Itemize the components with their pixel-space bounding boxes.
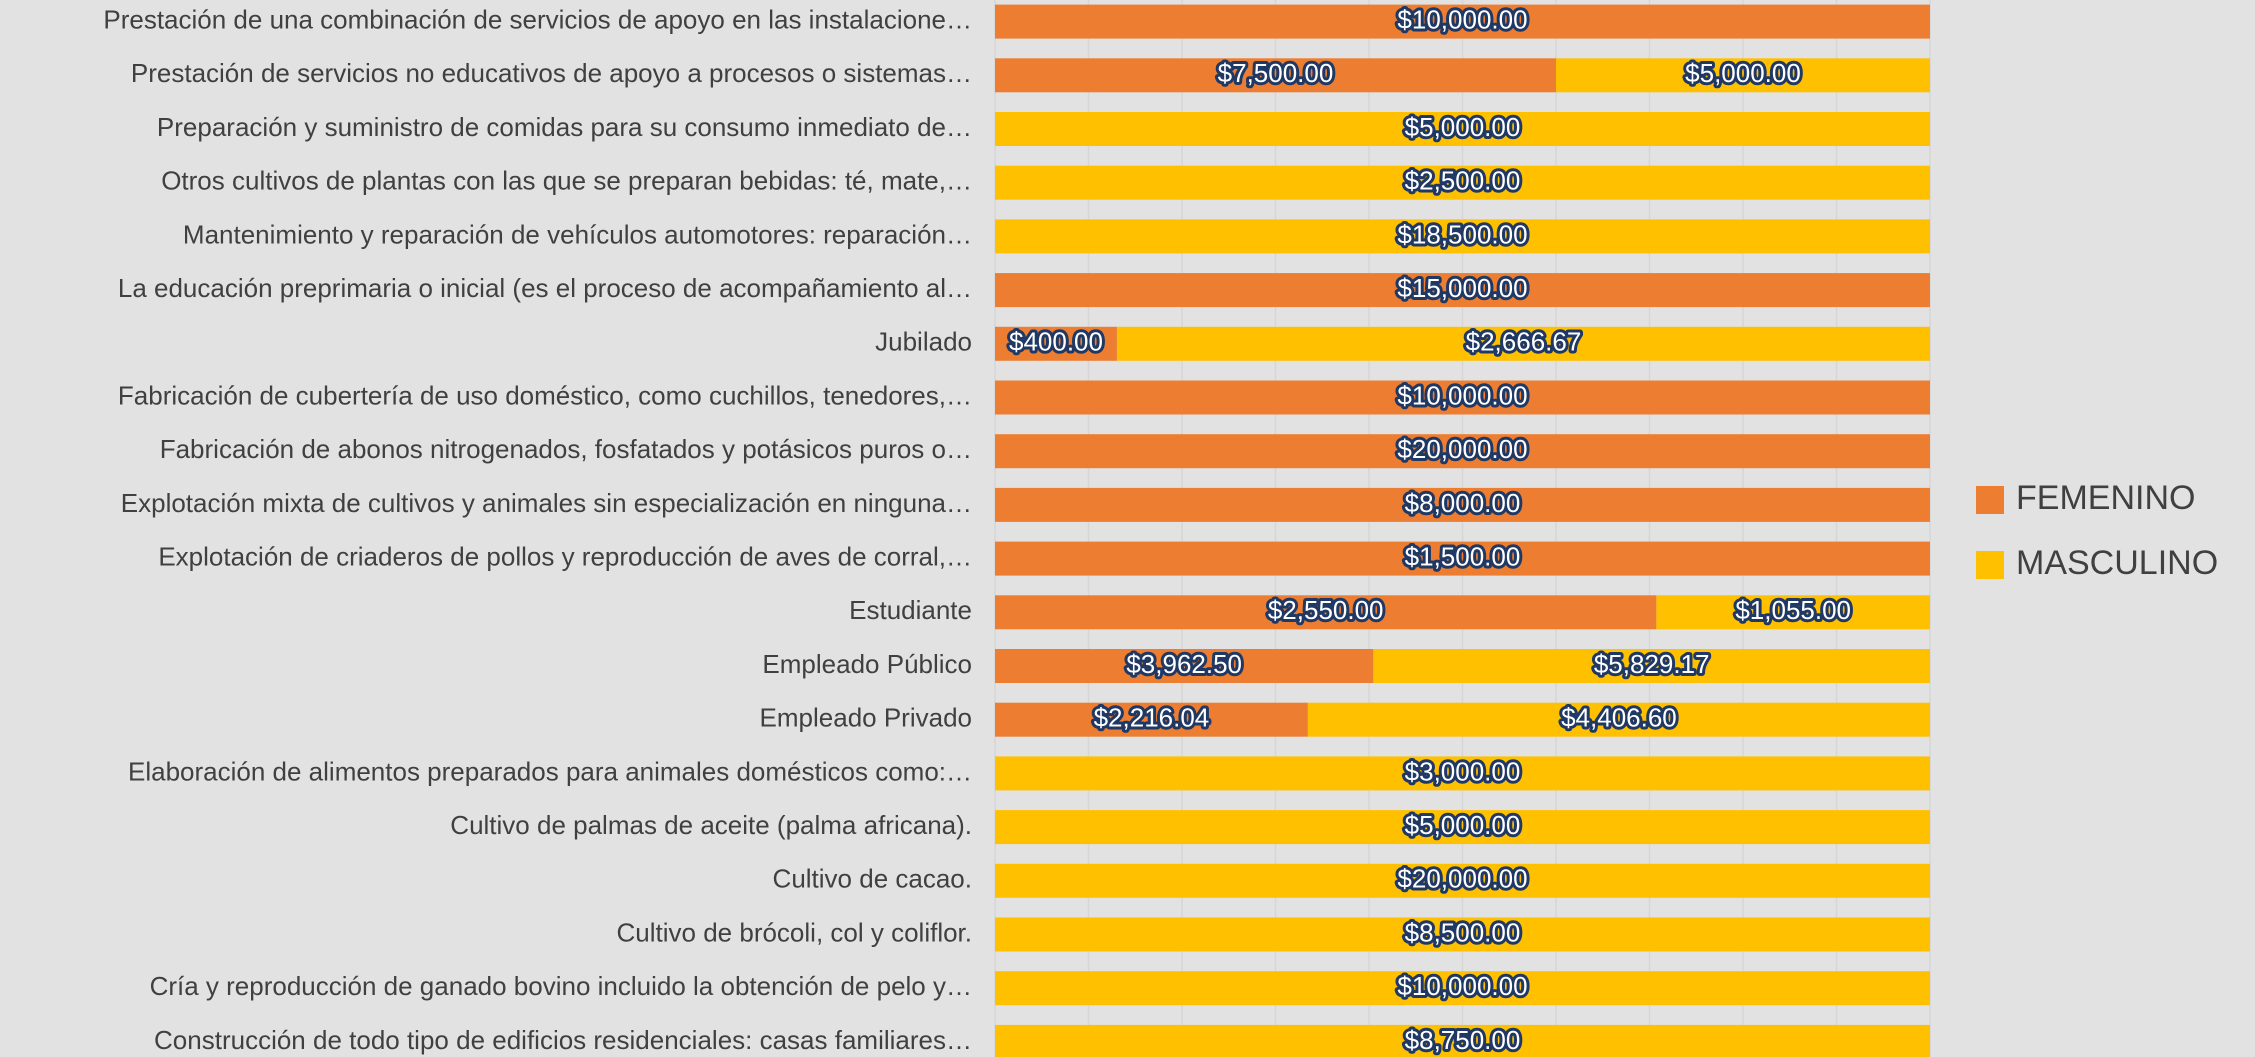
category-label: Cultivo de palmas de aceite (palma afric… (450, 810, 972, 840)
data-label: $10,000.00 (1397, 971, 1527, 1001)
data-label: $8,500.00 (1405, 917, 1521, 947)
data-label: $10,000.00 (1397, 380, 1527, 410)
bar-segment (995, 863, 1930, 898)
category-label: Prestación de servicios no educativos de… (131, 58, 972, 88)
data-label: $2,500.00 (1405, 166, 1521, 196)
bar-segment (1307, 702, 1930, 737)
category-label: Construcción de todo tipo de edificios r… (154, 1025, 972, 1055)
data-label: $1,055.00 (1735, 595, 1851, 625)
bar-segment (995, 1024, 1930, 1057)
category-label: Explotación mixta de cultivos y animales… (121, 488, 972, 518)
data-label: $20,000.00 (1397, 864, 1527, 894)
legend-swatch (1976, 551, 2004, 579)
bar-segment (1116, 326, 1930, 361)
bar-segment (995, 810, 1930, 845)
data-label: $7,500.00 (1218, 58, 1334, 88)
legend-label: MASCULINO (2016, 544, 2218, 582)
bar-segment (995, 434, 1930, 469)
bar-segment (995, 273, 1930, 308)
data-label: $5,000.00 (1685, 58, 1801, 88)
category-label: Cría y reproducción de ganado bovino inc… (150, 971, 972, 1001)
bar-segment (995, 756, 1930, 791)
bar-segment (1373, 649, 1930, 683)
data-label: $8,000.00 (1405, 488, 1521, 518)
data-label: $5,000.00 (1405, 112, 1521, 142)
category-label: Empleado Privado (760, 703, 972, 733)
category-label: Fabricación de abonos nitrogenados, fosf… (160, 434, 972, 464)
bar-segment (995, 165, 1930, 200)
category-label: La educación preprimaria o inicial (es e… (118, 273, 972, 303)
bar-segment (995, 595, 1657, 630)
category-label: Preparación y suministro de comidas para… (157, 112, 972, 142)
category-label: Cultivo de cacao. (773, 864, 972, 894)
bar-segment (995, 380, 1930, 415)
data-label: $5,000.00 (1405, 810, 1521, 840)
category-label: Empleado Público (762, 649, 972, 679)
category-label: Otros cultivos de plantas con las que se… (161, 166, 972, 196)
data-label: $2,666.67 (1466, 327, 1582, 357)
data-label: $2,550.00 (1268, 595, 1384, 625)
data-label: $3,962.50 (1126, 649, 1242, 679)
bar-segment (995, 971, 1930, 1006)
category-label: Estudiante (849, 595, 972, 625)
data-label: $4,406.60 (1561, 703, 1677, 733)
legend-swatch (1976, 486, 2004, 514)
bar-segment (995, 219, 1930, 254)
category-label: Prestación de una combinación de servici… (103, 4, 972, 34)
bar-segment (995, 649, 1374, 683)
data-label: $5,829.17 (1594, 649, 1710, 679)
category-label: Jubilado (875, 327, 972, 357)
category-label: Elaboración de alimentos preparados para… (128, 756, 972, 786)
data-label: $3,000.00 (1405, 756, 1521, 786)
data-label: $18,500.00 (1397, 219, 1527, 249)
category-label: Fabricación de cubertería de uso domésti… (118, 380, 972, 410)
bar-segment (995, 112, 1930, 146)
category-label: Explotación de criaderos de pollos y rep… (158, 541, 972, 571)
bar-segment (995, 326, 1117, 361)
category-label: Cultivo de brócoli, col y coliflor. (617, 917, 972, 947)
bar-segment (995, 541, 1930, 576)
bar-segment (1656, 595, 1930, 630)
data-label: $8,750.00 (1405, 1025, 1521, 1055)
data-label: $2,216.04 (1094, 703, 1210, 733)
bar-segment (995, 4, 1930, 39)
data-label: $10,000.00 (1397, 4, 1527, 34)
bar-segment (995, 487, 1930, 522)
legend-label: FEMENINO (2016, 479, 2195, 517)
bar-segment (995, 702, 1308, 737)
data-label: $20,000.00 (1397, 434, 1527, 464)
bar-segment (995, 917, 1930, 952)
data-label: $15,000.00 (1397, 273, 1527, 303)
data-label: $400.00 (1009, 327, 1103, 357)
bar-segment (1556, 58, 1930, 93)
bar-segment (995, 58, 1556, 93)
category-label: Mantenimiento y reparación de vehículos … (183, 219, 972, 249)
data-label: $1,500.00 (1405, 541, 1521, 571)
